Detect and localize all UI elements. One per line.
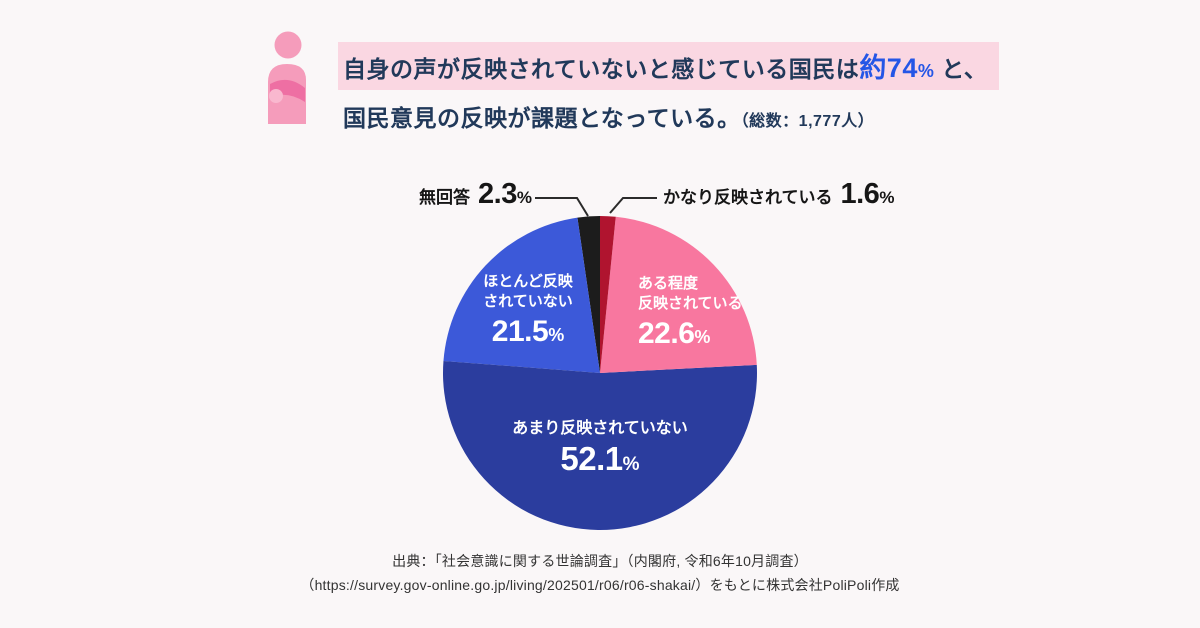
pie-slice-somewhat-reflected [600,216,757,373]
somewhat-value: 22.6 [638,317,695,350]
headline-post-text: と、 [934,56,988,82]
hardly-value: 21.5 [491,315,549,348]
headline-emphasis-unit: % [917,61,935,81]
not-much-value: 52.1 [560,439,623,477]
very-reflected-unit: % [879,188,895,207]
somewhat-label-line1: ある程度 [638,275,699,292]
no-answer-unit: % [516,188,532,207]
very-reflected-label: かなり反映されている [663,188,833,207]
slice-label-not-much-reflected: あまり反映されていない 52.1% [450,419,750,478]
hardly-label-line1: ほとんど反映 [483,273,573,290]
hardly-unit: % [548,325,565,345]
somewhat-unit: % [694,327,711,347]
hardly-label-line2: されていない [483,292,573,310]
source-attribution-line: （https://survey.gov-online.go.jp/living/… [300,577,900,594]
headline-emphasis-percentage: 約74 [859,53,918,83]
pie-slice-hardly-reflected [443,217,600,373]
leader-line-no-answer [535,197,589,217]
total-respondents-note: （総数：1,777人） [740,113,875,130]
somewhat-label-line2: 反映されている [638,294,743,312]
person-icon [268,31,306,124]
callout-label-no-answer: 無回答 2.3% [392,178,532,211]
source-citation-line: 出典：「社会意識に関する世論調査」（内閣府, 令和6年10月調査） [392,553,808,569]
no-answer-value: 2.3 [478,178,517,210]
not-much-label: あまり反映されていない [512,420,688,437]
very-reflected-value: 1.6 [840,178,880,210]
headline-second-line: 国民意見の反映が課題となっている。（総数：1,777人） [338,99,999,133]
callout-label-very-reflected: かなり反映されている 1.6% [663,178,894,211]
leader-line-very-reflected [609,197,657,214]
pie-slice-very-reflected [600,216,616,373]
headline-highlighted-claim: 自身の声が反映されていないと感じている国民は約74% と、 [338,42,1000,90]
not-much-unit: % [622,453,640,475]
slice-label-hardly-reflected: ほとんど反映 されていない 21.5% [458,272,598,349]
pie-slice-not-much-reflected [442,360,757,530]
slice-label-somewhat-reflected: ある程度 反映されている 22.6% [638,274,743,351]
header: 自身の声が反映されていないと感じている国民は約74% と、 国民意見の反映が課題… [338,42,1000,133]
footer-source: 出典：「社会意識に関する世論調査」（内閣府, 令和6年10月調査） （https… [0,549,1200,597]
pie-slice-no-answer [577,216,600,373]
headline-line2-text: 国民意見の反映が課題となっている。 [343,105,741,131]
headline-pre-text: 自身の声が反映されていないと感じている国民は [343,56,860,82]
no-answer-label: 無回答 [419,188,471,207]
